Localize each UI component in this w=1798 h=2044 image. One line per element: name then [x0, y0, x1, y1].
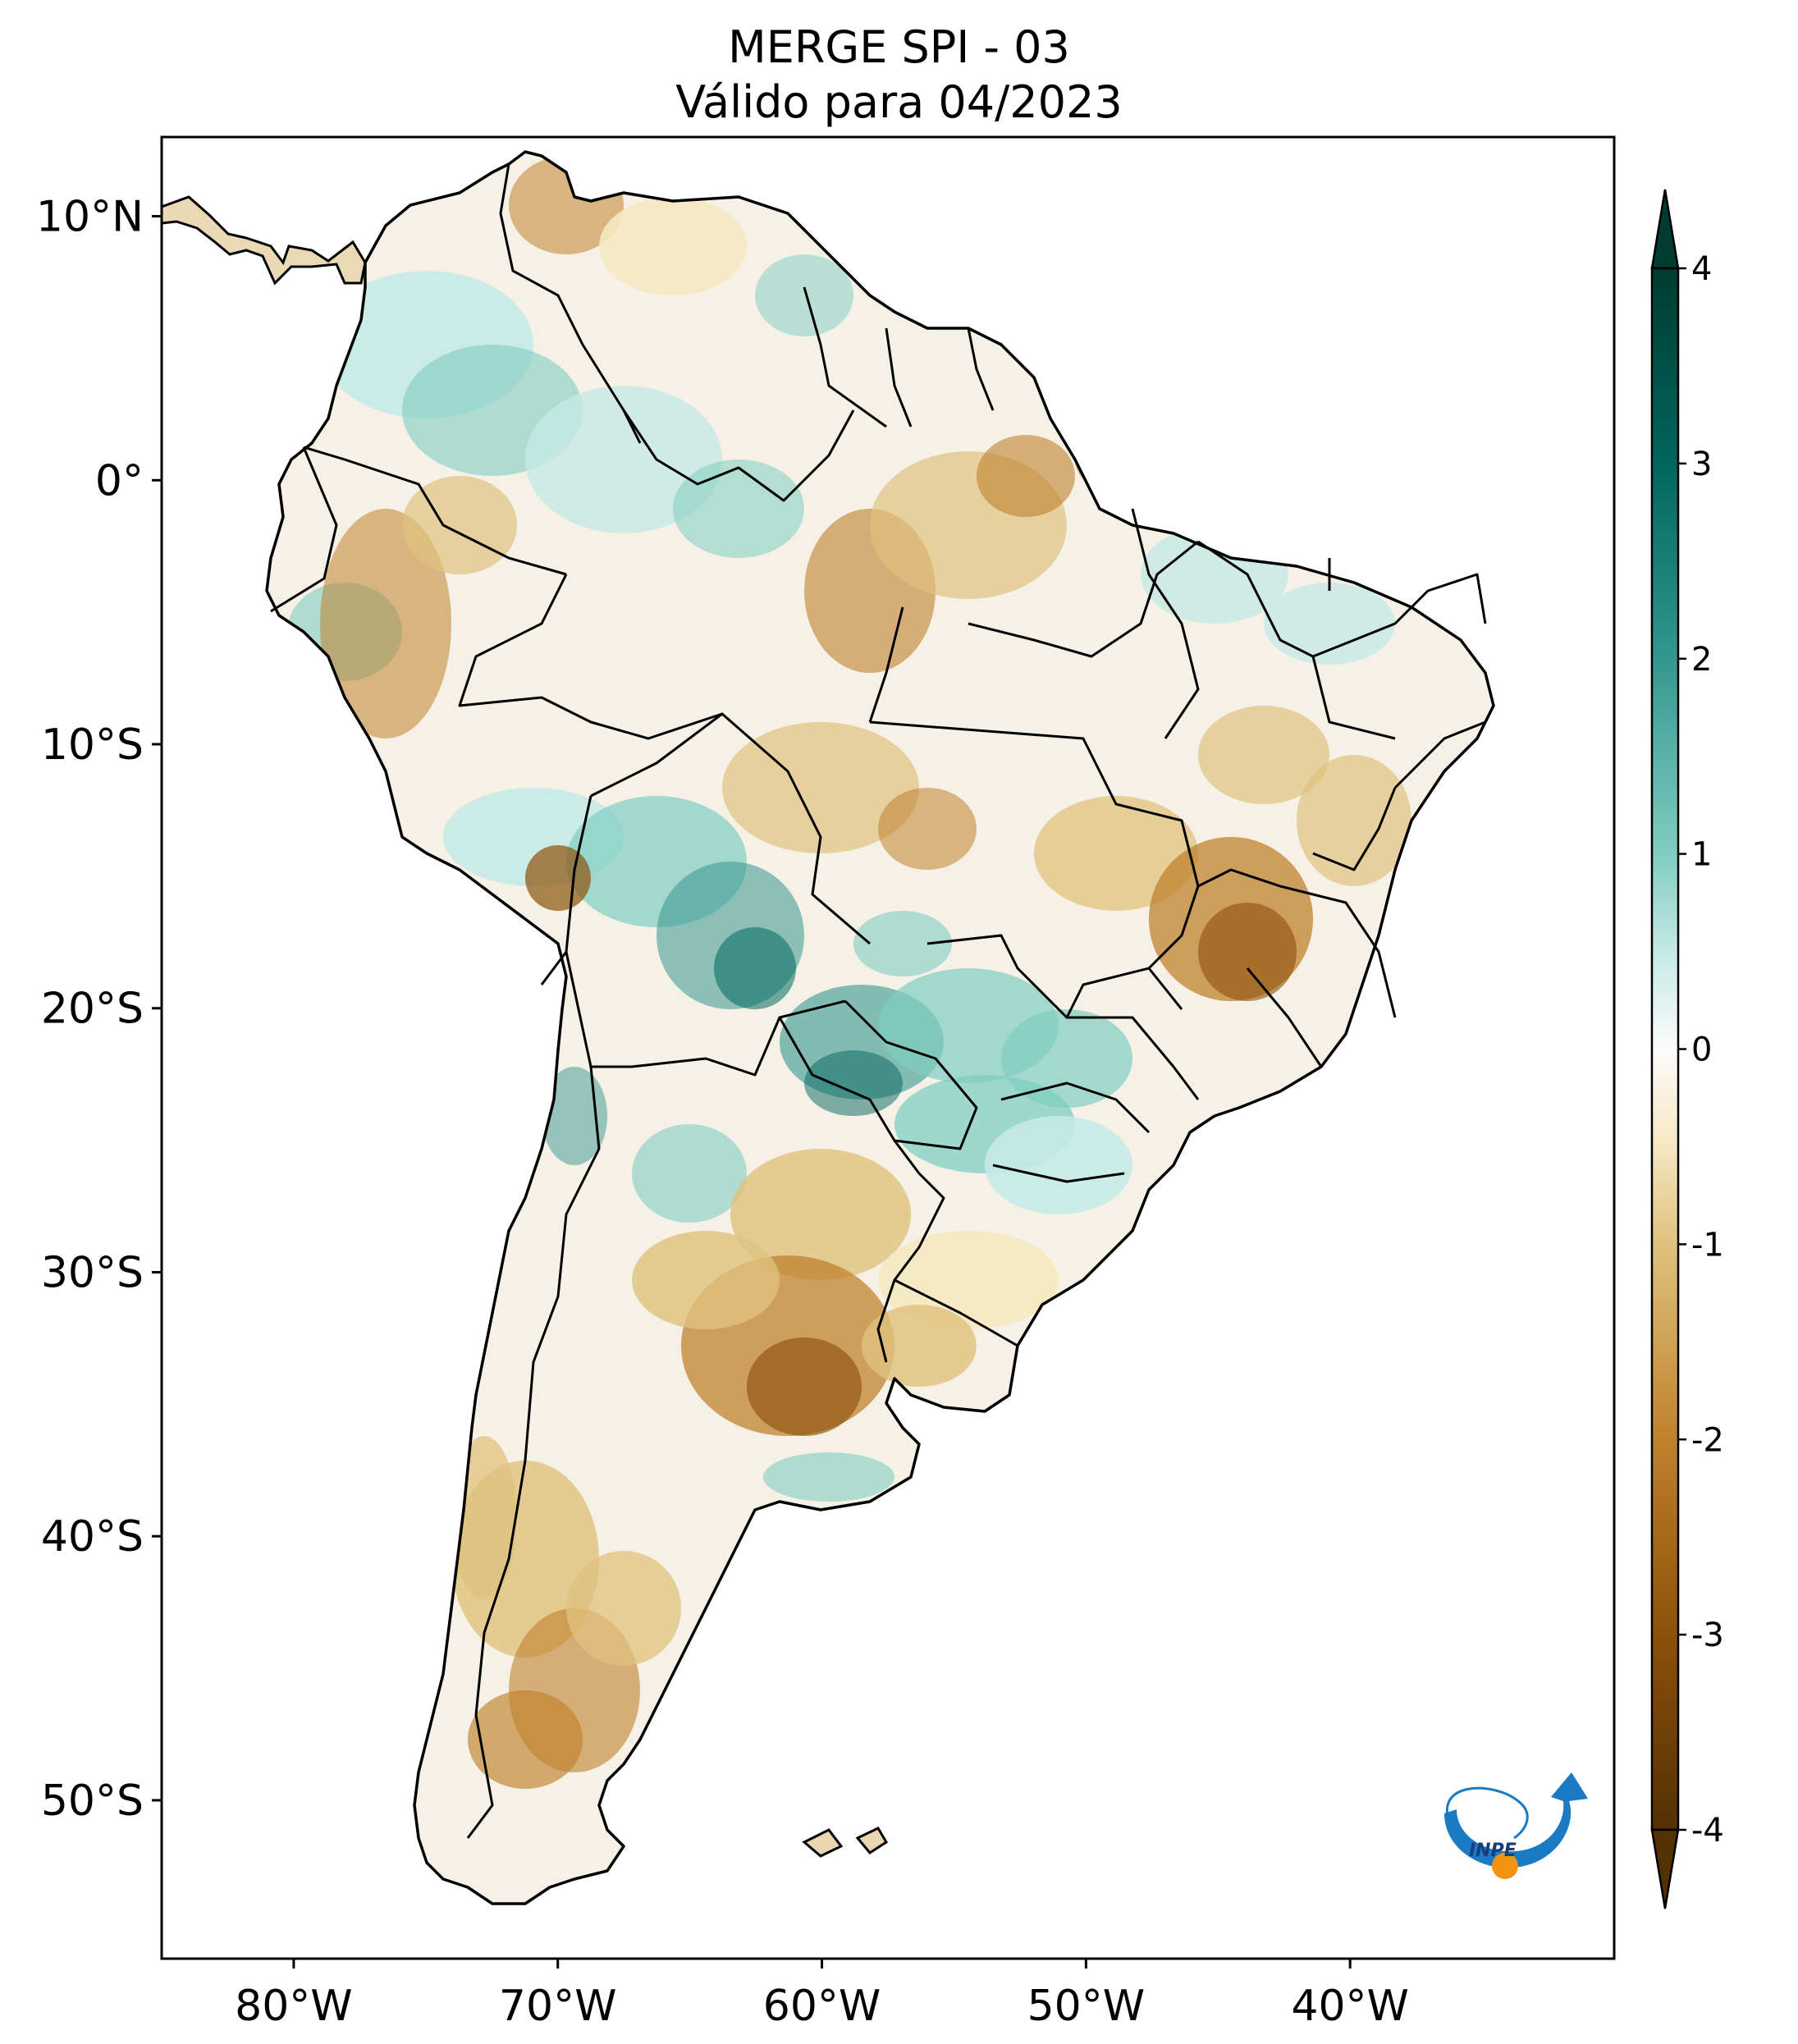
spi-patch: [1297, 755, 1411, 886]
lat-tick-label: 20°S: [41, 985, 144, 1034]
inpe-logo: INPE: [1444, 1772, 1588, 1879]
spi-patch: [862, 1305, 977, 1387]
spi-patch: [804, 1050, 903, 1116]
longitude-axis: 80°W 70°W 60°W 50°W 40°W: [235, 1959, 1409, 2031]
colorbar-bar: [1650, 267, 1680, 1831]
colorbar: 4 3 2 1 0 -1 -2 -3 -4: [1650, 189, 1724, 1909]
lon-tick-label: 50°W: [1027, 1982, 1146, 2031]
lat-tick-label: 0°: [95, 456, 144, 505]
spi-patch: [878, 1231, 1059, 1329]
spi-patch: [1198, 903, 1297, 1001]
central-america-land: [162, 195, 367, 286]
map-title: MERGE SPI - 03: [728, 21, 1070, 73]
logo-orbit-icon: [1445, 1786, 1529, 1840]
logo-sun-icon: [1492, 1853, 1518, 1879]
spi-patch: [468, 1690, 583, 1789]
logo-text: INPE: [1469, 1841, 1517, 1861]
spi-patch: [402, 476, 517, 574]
lon-tick-label: 60°W: [763, 1982, 881, 2031]
spi-patch: [525, 386, 722, 533]
colorbar-tick-label: 3: [1691, 446, 1712, 483]
lat-tick-label: 50°S: [41, 1776, 144, 1826]
map-subtitle: Válido para 04/2023: [675, 76, 1123, 128]
latitude-axis: 10°N 0° 10°S 20°S 30°S 40°S 50°S: [36, 193, 162, 1826]
spi-patch: [566, 1551, 681, 1666]
spi-patch: [853, 911, 952, 976]
spi-patch: [722, 722, 919, 853]
spi-patch: [977, 435, 1075, 517]
lon-tick-label: 80°W: [235, 1982, 353, 2031]
colorbar-bottom-arrow: [1650, 1828, 1680, 1909]
colorbar-tick-label: -1: [1691, 1226, 1724, 1264]
spi-patch: [747, 1338, 862, 1436]
colorbar-tick-label: 0: [1691, 1031, 1712, 1069]
spi-patch: [878, 788, 977, 870]
colorbar-tick-label: -2: [1691, 1421, 1724, 1459]
country-borders: [270, 163, 1487, 1839]
coastline: [265, 150, 1495, 1905]
spi-patch: [763, 1452, 894, 1502]
colorbar-tick-label: 2: [1691, 641, 1712, 679]
colorbar-tick-label: 1: [1691, 836, 1712, 874]
lon-tick-label: 70°W: [499, 1982, 617, 2031]
lon-tick-label: 40°W: [1291, 1982, 1409, 2031]
spi-patch: [1034, 796, 1198, 911]
spi-patch: [1198, 706, 1329, 804]
spi-patch: [542, 1067, 607, 1165]
colorbar-tick-label: 4: [1691, 250, 1712, 288]
logo-swoosh-icon: [1444, 1772, 1588, 1868]
spi-patch: [599, 197, 747, 295]
spi-patch: [755, 254, 853, 336]
spi-patch: [714, 927, 796, 1009]
colorbar-top-arrow: [1650, 189, 1680, 270]
spi-patch: [730, 1149, 911, 1280]
spi-field: [287, 156, 1411, 1789]
spi-patch: [1264, 583, 1395, 665]
lat-tick-label: 10°N: [36, 193, 144, 242]
falkland-islands: [802, 1827, 889, 1858]
lat-tick-label: 10°S: [41, 720, 144, 770]
spi-patch: [985, 1116, 1132, 1214]
lat-tick-label: 40°S: [41, 1512, 144, 1562]
spi-patch: [632, 1231, 780, 1329]
colorbar-tick-label: -3: [1691, 1616, 1724, 1654]
spi-patch: [525, 845, 591, 911]
spi-patch: [320, 509, 451, 738]
colorbar-tick-label: -4: [1691, 1812, 1724, 1850]
spi-patch: [632, 1124, 747, 1223]
spi-patch: [673, 460, 804, 558]
lat-tick-label: 30°S: [41, 1248, 144, 1297]
